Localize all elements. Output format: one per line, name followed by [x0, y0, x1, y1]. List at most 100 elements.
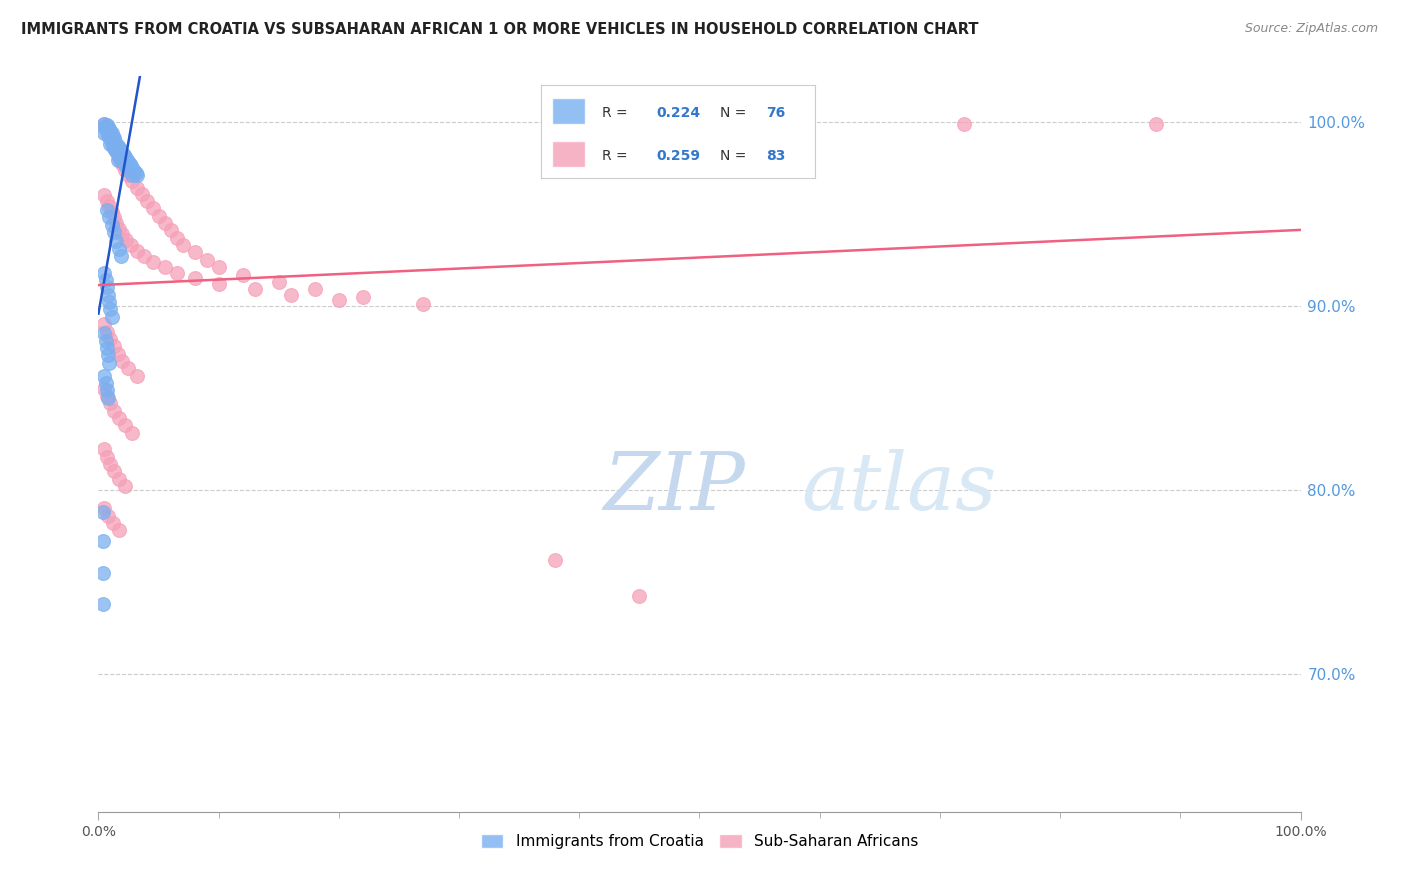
Point — [110, 152, 132, 166]
Point — [628, 590, 651, 604]
Point — [748, 117, 770, 131]
Point — [98, 199, 121, 213]
Text: 0.259: 0.259 — [657, 150, 700, 163]
Point — [103, 131, 125, 145]
Legend: Immigrants from Croatia, Sub-Saharan Africans: Immigrants from Croatia, Sub-Saharan Afr… — [474, 829, 925, 855]
Point — [100, 126, 122, 140]
Point — [107, 138, 129, 153]
Point — [100, 133, 122, 147]
Point — [108, 150, 131, 164]
Point — [103, 339, 125, 353]
Point — [105, 235, 128, 249]
Point — [97, 391, 120, 405]
Point — [104, 142, 127, 156]
Point — [91, 534, 114, 549]
Point — [117, 162, 139, 177]
Point — [108, 472, 131, 486]
Point — [114, 479, 136, 493]
Point — [131, 186, 153, 201]
Point — [108, 140, 131, 154]
Text: 76: 76 — [766, 106, 786, 120]
Point — [125, 244, 148, 258]
Point — [148, 209, 170, 223]
Point — [97, 126, 120, 140]
Point — [117, 153, 139, 168]
Point — [100, 131, 122, 145]
Point — [114, 157, 136, 171]
Point — [98, 295, 121, 310]
Text: Source: ZipAtlas.com: Source: ZipAtlas.com — [1244, 22, 1378, 36]
Point — [544, 552, 567, 566]
Point — [101, 129, 124, 144]
Point — [267, 275, 290, 289]
Point — [108, 142, 131, 156]
Point — [122, 162, 145, 177]
Point — [111, 157, 134, 171]
Point — [96, 119, 118, 133]
FancyBboxPatch shape — [553, 141, 585, 167]
Point — [100, 205, 122, 219]
Point — [195, 252, 218, 267]
Text: N =: N = — [720, 106, 751, 120]
Point — [91, 566, 114, 580]
Point — [352, 289, 374, 303]
Point — [103, 138, 125, 153]
Point — [114, 162, 136, 177]
Point — [125, 166, 148, 180]
Point — [108, 150, 131, 164]
Point — [108, 148, 131, 162]
Point — [121, 161, 143, 175]
Point — [103, 403, 125, 417]
Point — [1144, 117, 1167, 131]
Point — [96, 384, 118, 398]
Point — [125, 168, 148, 182]
Point — [93, 188, 115, 202]
Point — [111, 146, 134, 161]
Point — [208, 277, 231, 291]
Point — [115, 152, 138, 166]
Point — [166, 230, 188, 244]
Point — [120, 238, 142, 252]
Point — [103, 464, 125, 478]
Point — [112, 148, 135, 162]
Point — [125, 368, 148, 383]
Point — [93, 317, 115, 331]
Point — [328, 293, 350, 308]
Point — [100, 124, 122, 138]
Point — [94, 376, 117, 390]
Point — [132, 249, 155, 263]
Point — [93, 266, 115, 280]
Point — [105, 145, 128, 159]
Point — [159, 223, 181, 237]
Text: R =: R = — [602, 150, 631, 163]
Point — [100, 457, 122, 471]
Point — [97, 120, 120, 135]
Point — [93, 368, 115, 383]
Point — [98, 122, 121, 136]
Point — [111, 354, 134, 368]
Point — [108, 523, 131, 537]
Point — [103, 225, 125, 239]
Point — [107, 346, 129, 360]
Point — [304, 282, 326, 296]
Point — [97, 348, 120, 362]
Point — [114, 418, 136, 433]
Point — [108, 153, 131, 168]
Point — [96, 341, 118, 355]
Point — [93, 326, 115, 341]
Point — [93, 120, 115, 135]
Text: 83: 83 — [766, 150, 786, 163]
Point — [97, 128, 120, 142]
Point — [96, 203, 118, 218]
Point — [104, 135, 127, 149]
Point — [100, 135, 122, 149]
Text: ZIP: ZIP — [603, 450, 745, 526]
Point — [135, 194, 157, 208]
Point — [153, 216, 176, 230]
Point — [96, 280, 118, 294]
Point — [111, 227, 134, 241]
Point — [232, 268, 254, 282]
Point — [121, 168, 143, 182]
Point — [101, 136, 124, 151]
Point — [112, 155, 135, 169]
